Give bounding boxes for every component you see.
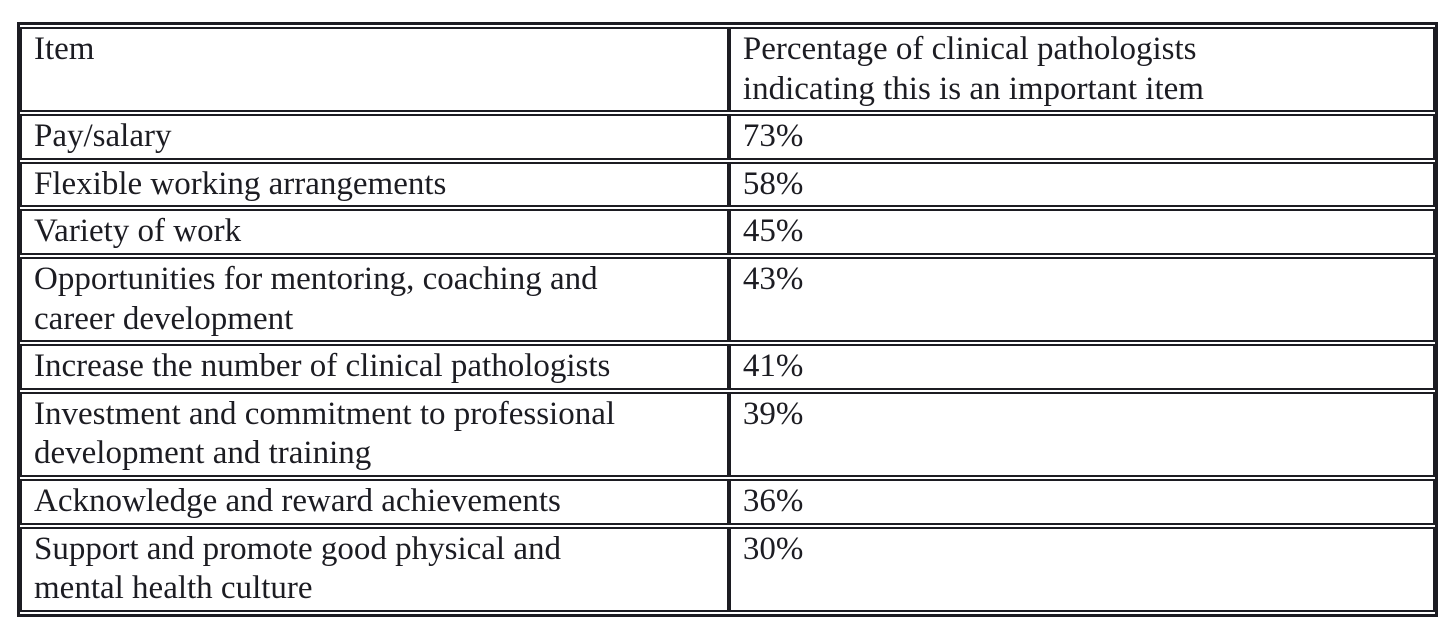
percentage-cell: 43% (728, 256, 1435, 343)
importance-table-border: Item Percentage of clinical pathologists… (17, 22, 1438, 617)
item-cell: Acknowledge and reward achievements (20, 478, 729, 525)
item-cell: Support and promote good physical and me… (20, 526, 729, 612)
column-header-item: Item (20, 27, 729, 113)
item-cell: Flexible working arrangements (20, 161, 729, 208)
table-row: Support and promote good physical and me… (20, 526, 1435, 612)
table-row: Flexible working arrangements 58% (20, 161, 1435, 208)
percentage-cell: 73% (728, 114, 1435, 160)
item-cell: Pay/salary (20, 114, 729, 160)
table-row: Variety of work 45% (20, 209, 1435, 255)
percentage-cell: 58% (728, 161, 1435, 208)
item-cell: Variety of work (20, 209, 729, 255)
percentage-cell: 30% (728, 526, 1435, 612)
percentage-cell: 39% (728, 391, 1435, 477)
percentage-cell: 41% (728, 344, 1435, 390)
percentage-cell: 36% (728, 478, 1435, 525)
table-row: Opportunities for mentoring, coaching an… (20, 256, 1435, 343)
percentage-cell: 45% (728, 209, 1435, 255)
item-cell: Investment and commitment to professiona… (20, 391, 729, 477)
item-cell: Increase the number of clinical patholog… (20, 344, 729, 390)
item-cell: Opportunities for mentoring, coaching an… (20, 256, 729, 343)
table-row: Pay/salary 73% (20, 114, 1435, 160)
importance-table: Item Percentage of clinical pathologists… (20, 25, 1435, 614)
column-header-percentage: Percentage of clinical pathologists indi… (728, 27, 1435, 113)
header-row: Item Percentage of clinical pathologists… (20, 27, 1435, 113)
table-row: Increase the number of clinical patholog… (20, 344, 1435, 390)
table-row: Investment and commitment to professiona… (20, 391, 1435, 477)
table-row: Acknowledge and reward achievements 36% (20, 478, 1435, 525)
